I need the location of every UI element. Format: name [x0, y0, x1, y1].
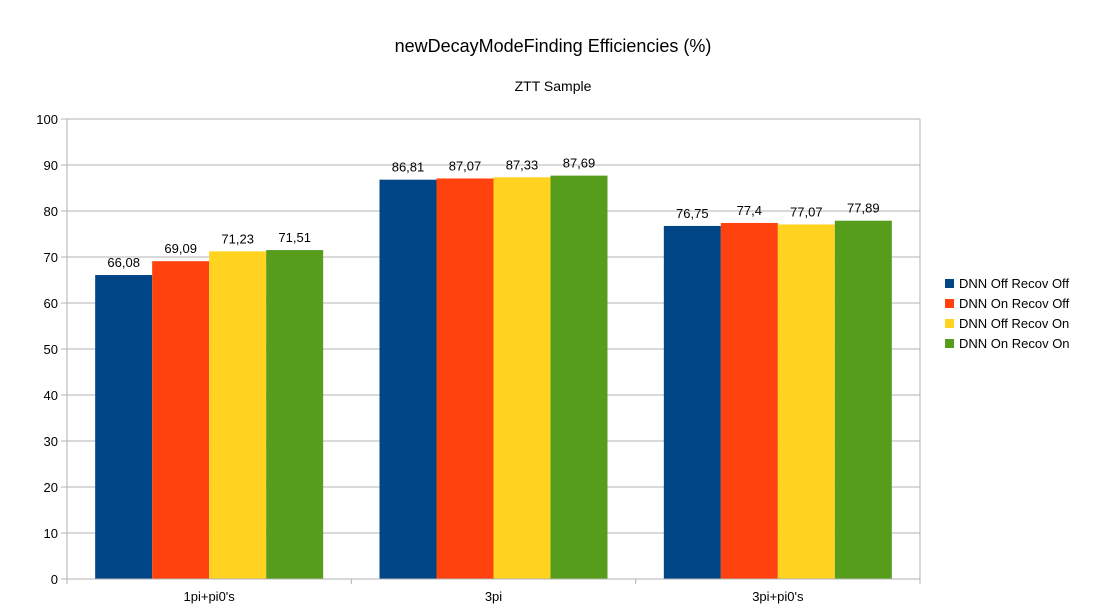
legend-swatch [945, 279, 954, 288]
x-tick-label: 3pi [485, 589, 502, 604]
x-tick-label: 1pi+pi0's [184, 589, 236, 604]
y-tick-label: 0 [51, 572, 58, 587]
legend: DNN Off Recov Off DNN On Recov Off DNN Off… [945, 276, 1070, 351]
data-label: 69,09 [164, 241, 197, 256]
legend-label: DNN Off Recov Off [959, 276, 1069, 291]
data-label: 86,81 [392, 160, 425, 175]
y-tick-label: 40 [44, 388, 58, 403]
bar [266, 250, 324, 579]
legend-label: DNN Off Recov On [959, 316, 1069, 331]
bar [493, 177, 551, 580]
bar [379, 179, 437, 579]
bar [550, 175, 608, 579]
bar [777, 224, 835, 579]
data-label: 71,51 [278, 230, 311, 245]
legend-swatch [945, 319, 954, 328]
axes: 0 10 20 30 40 50 60 70 80 90 100 1pi+pi0's 3pi 3pi+pi… [36, 112, 921, 604]
bar [720, 222, 778, 579]
bar [436, 178, 494, 579]
legend-swatch [945, 339, 954, 348]
y-tick-label: 20 [44, 480, 58, 495]
data-label: 66,08 [107, 255, 140, 270]
y-tick-label: 50 [44, 342, 58, 357]
y-tick-label: 70 [44, 250, 58, 265]
data-label: 77,07 [790, 204, 823, 219]
data-label: 77,4 [737, 203, 762, 218]
data-label: 71,23 [221, 231, 254, 246]
bar [834, 220, 892, 579]
data-label: 76,75 [676, 206, 709, 221]
bar [152, 261, 210, 579]
chart-subtitle: ZTT Sample [515, 78, 592, 94]
y-tick-label: 10 [44, 526, 58, 541]
bars: 66,08 69,09 71,23 71,51 86,81 87,07 87,33 87,69… [95, 156, 892, 580]
x-tick-label: 3pi+pi0's [752, 589, 804, 604]
bar [95, 275, 153, 579]
chart-title: newDecayModeFinding Efficiencies (%) [395, 36, 712, 56]
data-label: 87,33 [506, 157, 539, 172]
bar [663, 225, 721, 579]
y-tick-label: 80 [44, 204, 58, 219]
y-tick-label: 100 [36, 112, 58, 127]
y-tick-label: 30 [44, 434, 58, 449]
data-label: 87,69 [563, 156, 596, 171]
legend-label: DNN On Recov Off [959, 296, 1070, 311]
legend-label: DNN On Recov On [959, 336, 1070, 351]
data-label: 77,89 [847, 201, 880, 216]
bar [209, 251, 267, 580]
legend-swatch [945, 299, 954, 308]
y-tick-label: 90 [44, 158, 58, 173]
data-label: 87,07 [449, 158, 482, 173]
y-tick-label: 60 [44, 296, 58, 311]
